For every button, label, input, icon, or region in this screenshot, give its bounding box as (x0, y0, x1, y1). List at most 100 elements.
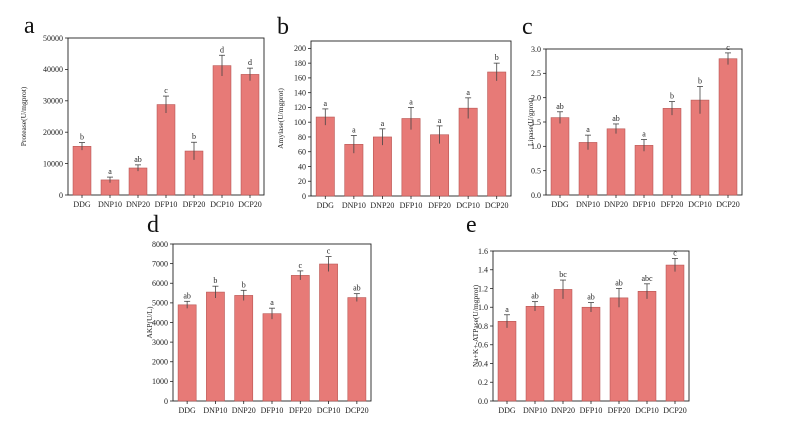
category-label: DCP10 (635, 406, 659, 415)
y-tick-label: 50000 (43, 34, 63, 43)
significance-label: ab (556, 102, 564, 111)
significance-label: c (164, 86, 168, 95)
y-tick-label: 0 (302, 192, 306, 201)
category-label: DFP10 (633, 200, 656, 209)
bar-dnp10 (578, 142, 598, 196)
bar-dcp20 (240, 74, 260, 196)
bar-dfp20 (609, 297, 629, 402)
bar-dfp10 (156, 104, 176, 196)
significance-label: c (726, 43, 730, 52)
category-label: DFP10 (400, 201, 423, 210)
bar-dnp20 (372, 136, 392, 197)
bar-ddg (550, 117, 570, 196)
category-label: DNP10 (342, 201, 366, 210)
bar-dfp10 (634, 145, 654, 196)
bar-dcp10 (690, 99, 710, 196)
category-label: DCP10 (210, 200, 234, 209)
category-label: DNP10 (98, 200, 122, 209)
y-tick-label: 0.6 (478, 341, 488, 350)
significance-label: ab (615, 279, 623, 288)
category-label: DDG (498, 406, 516, 415)
bar-dnp20 (553, 289, 573, 402)
y-tick-label: 2.0 (531, 93, 541, 102)
y-tick-label: 6000 (152, 279, 168, 288)
category-label: DCP20 (716, 200, 740, 209)
significance-label: ab (612, 114, 620, 123)
y-tick-label: 8000 (152, 240, 168, 249)
bar-ddg (177, 304, 197, 402)
y-tick-label: 1.5 (531, 118, 541, 127)
significance-label: b (670, 92, 674, 101)
bar-dnp20 (128, 167, 148, 196)
bar-dcp10 (212, 65, 232, 196)
significance-label: b (213, 276, 217, 285)
y-tick-label: 0 (164, 397, 168, 406)
y-tick-label: 100 (294, 118, 306, 127)
y-tick-label: 40 (298, 162, 306, 171)
category-label: DNP10 (576, 200, 600, 209)
significance-label: b (698, 76, 702, 85)
significance-label: a (324, 99, 328, 108)
category-label: DFP20 (428, 201, 451, 210)
significance-label: c (327, 247, 331, 256)
y-tick-label: 80 (298, 133, 306, 142)
bar-dfp20 (430, 134, 450, 197)
category-label: DCP10 (317, 406, 341, 415)
chart-panel-a: a 0 10000 20000 30000 40000 50000 Protease(U/mg… (19, 13, 265, 209)
category-label: DDG (178, 406, 196, 415)
bar-ddg (497, 321, 517, 402)
panel-letter: e (466, 212, 477, 238)
category-label: DNP20 (232, 406, 256, 415)
y-tick-label: 20 (298, 177, 306, 186)
significance-label: ab (353, 284, 361, 293)
category-label: DCP20 (485, 201, 509, 210)
significance-label: d (220, 45, 224, 54)
category-label: DNP20 (126, 200, 150, 209)
y-tick-label: 0.0 (478, 397, 488, 406)
category-label: DNP20 (370, 201, 394, 210)
y-tick-label: 1.0 (478, 303, 488, 312)
y-tick-label: 0.5 (531, 166, 541, 175)
significance-label: a (108, 167, 112, 176)
significance-label: a (466, 88, 470, 97)
y-tick-label: 1.2 (478, 284, 488, 293)
category-label: DNP20 (604, 200, 628, 209)
bar-dnp20 (234, 295, 254, 402)
chart-panel-d: d 0 1000 2000 3000 4000 5000 6000 7000 8000 AKP(U/… (145, 212, 372, 415)
significance-label: ab (531, 292, 539, 301)
category-label: DDG (73, 200, 91, 209)
y-tick-label: 30000 (43, 97, 63, 106)
bar-dfp10 (581, 306, 601, 402)
y-tick-label: 1.6 (478, 247, 488, 256)
y-tick-label: 0.4 (478, 359, 488, 368)
significance-label: b (242, 280, 246, 289)
bar-dcp20 (487, 71, 507, 197)
significance-label: c (673, 249, 677, 258)
category-label: DNP10 (523, 406, 547, 415)
bar-dfp20 (290, 275, 310, 402)
bar-ddg (315, 116, 335, 197)
category-label: DCP10 (688, 200, 712, 209)
category-label: DCP10 (456, 201, 480, 210)
y-tick-label: 3000 (152, 338, 168, 347)
significance-label: a (505, 305, 509, 314)
y-axis-title: Protease(U/mgprot) (19, 86, 28, 146)
y-tick-label: 5000 (152, 299, 168, 308)
significance-label: c (299, 261, 303, 270)
significance-label: abc (641, 274, 653, 283)
chart-panel-b: b 0 20 40 60 80 100 120 140 160 180 200 Amylase(U/mg… (276, 14, 512, 210)
y-tick-label: 4000 (152, 318, 168, 327)
y-tick-label: 0.0 (531, 191, 541, 200)
category-label: DFP20 (608, 406, 631, 415)
y-tick-label: 2000 (152, 358, 168, 367)
y-axis-title: AKP(U/L) (145, 306, 154, 339)
y-tick-label: 1000 (152, 377, 168, 386)
significance-label: a (270, 298, 274, 307)
chart-panel-e: e 0.0 0.2 0.4 0.6 0.8 1.0 1.2 1.4 1.6 Na+K+-ATPase… (466, 212, 690, 415)
y-tick-label: 180 (294, 59, 306, 68)
category-label: DCP20 (663, 406, 687, 415)
y-tick-label: 10000 (43, 159, 63, 168)
panel-letter: b (277, 14, 289, 40)
category-label: DFP10 (155, 200, 178, 209)
